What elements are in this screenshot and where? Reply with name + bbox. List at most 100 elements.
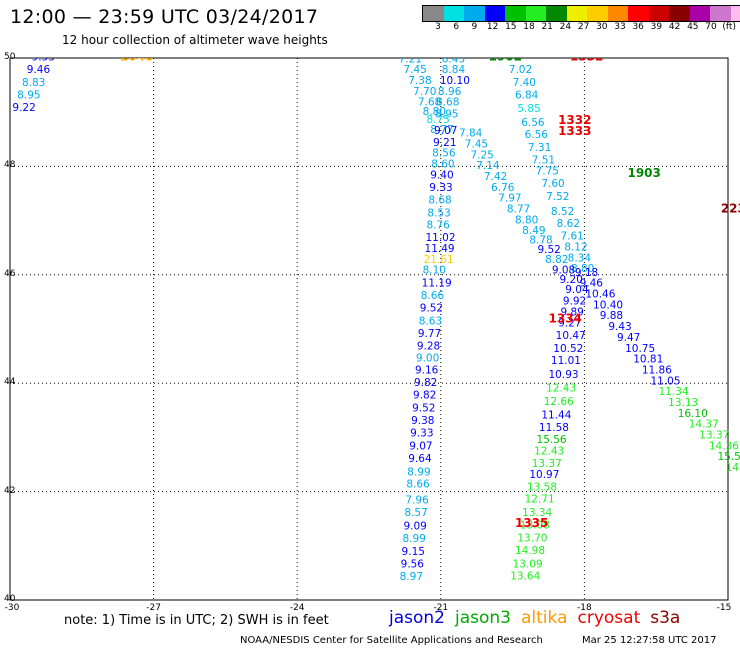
wave-height-value: 11.19 <box>422 278 452 290</box>
wave-height-value: 8.95 <box>17 90 40 102</box>
wave-height-value: 13.13 <box>668 397 698 409</box>
x-tick-label: -30 <box>4 603 20 613</box>
legend-entry-jason2: jason2 <box>389 608 445 628</box>
color-scale-label: 45 <box>687 22 699 32</box>
pass-time-label: 1332 <box>558 113 591 127</box>
wave-height-value: 7.38 <box>408 75 431 87</box>
y-tick-label: 40 <box>4 594 16 604</box>
color-swatch <box>566 6 587 21</box>
color-swatch <box>607 6 628 21</box>
wave-height-value: 14.36 <box>709 440 739 452</box>
wave-height-value: 13.64 <box>510 570 540 582</box>
credit-line: NOAA/NESDIS Center for Satellite Applica… <box>240 635 543 646</box>
wave-height-value: 9.82 <box>414 377 437 389</box>
wave-height-value: 9.52 <box>420 303 443 315</box>
wave-height-value: 9.53 <box>32 52 55 64</box>
wave-height-value: 11.49 <box>425 243 455 255</box>
wave-height-value: 14.00 <box>726 462 740 474</box>
color-swatch <box>730 6 740 21</box>
wave-height-value: 8.34 <box>568 252 592 264</box>
wave-height-value: 8.63 <box>419 316 442 328</box>
wave-height-value: 9.89 <box>560 306 583 318</box>
wave-height-value: 13.70 <box>517 532 547 544</box>
wave-height-value: 7.40 <box>513 77 536 89</box>
wave-height-value: 9.33 <box>429 182 452 194</box>
color-swatch <box>710 6 731 21</box>
wave-height-value: 7.45 <box>403 64 426 76</box>
color-swatch <box>587 6 608 21</box>
wave-height-value: 8.66 <box>406 478 430 490</box>
wave-height-value: 7.84 <box>459 128 483 140</box>
wave-height-value: 8.76 <box>426 220 450 232</box>
wave-height-value: 13.09 <box>513 558 543 570</box>
wave-height-value: 13.08 <box>520 519 550 531</box>
wave-height-value: 7.02 <box>509 64 532 76</box>
x-tick-label: -18 <box>577 603 592 613</box>
color-swatch <box>464 6 485 21</box>
wave-height-value: 12.66 <box>544 396 574 408</box>
color-swatch <box>423 6 444 21</box>
color-swatch <box>669 6 690 21</box>
wave-height-value: 11.05 <box>650 375 680 387</box>
wave-height-value: 10.40 <box>593 299 623 311</box>
wave-height-value: 7.45 <box>465 138 488 150</box>
color-scale-label: 12 <box>486 22 499 32</box>
pass-time-label: 2040 <box>120 50 153 64</box>
wave-height-value: 10.81 <box>633 354 663 366</box>
wave-height-value: 8.53 <box>427 207 450 219</box>
wave-height-value: 12.43 <box>534 446 564 458</box>
color-scale-label: 18 <box>523 22 535 32</box>
wave-height-value: 8.49 <box>522 225 545 237</box>
wave-height-value: 15.56 <box>537 434 567 446</box>
wave-height-value: 16.10 <box>678 408 708 420</box>
wave-height-value: 7.31 <box>528 142 551 154</box>
wave-height-value: 6.76 <box>491 182 515 194</box>
wave-height-value: 8.62 <box>557 218 580 230</box>
wave-height-value: 6.56 <box>525 129 549 141</box>
y-tick-label: 44 <box>4 377 16 388</box>
wave-height-value: 8.66 <box>421 290 445 302</box>
wave-height-value: 14.37 <box>689 419 719 431</box>
wave-height-value: 8.80 <box>515 214 538 226</box>
pass-time-label: 1902 <box>489 50 522 64</box>
wave-height-value: 7.75 <box>536 166 559 178</box>
color-scale-label: 6 <box>453 22 460 32</box>
wave-height-value: 7.42 <box>484 171 507 183</box>
wave-height-value: 8.12 <box>564 241 587 253</box>
color-swatch <box>443 6 464 21</box>
wave-height-value: 7.14 <box>476 160 500 172</box>
satellite-legend: jason2 jason3 altika cryosat s3a <box>389 608 690 628</box>
wave-height-value: 9.21 <box>433 137 456 149</box>
color-scale-label: 39 <box>650 22 663 32</box>
page-title: 12:00 — 23:59 UTC 03/24/2017 <box>10 6 319 28</box>
pass-time-label: 1335 <box>515 516 548 530</box>
plot-frame <box>9 57 729 601</box>
color-scale-labels: 3 6 9 12 15 18 21 24 27 30 33 36 39 42 45 70 (ft) <box>422 22 736 34</box>
color-swatch <box>546 6 567 21</box>
data-marks: 9.539.468.838.959.227.217.457.387.707.68… <box>12 52 740 583</box>
wave-height-value: 9.00 <box>416 353 439 365</box>
wave-height-value: 8.57 <box>404 507 427 519</box>
wave-height-value: 9.88 <box>600 310 623 322</box>
wave-height-value: 13.37 <box>699 429 729 441</box>
color-scale-label: 70 <box>705 22 717 32</box>
legend-entry-cryosat: cryosat <box>577 608 641 628</box>
wave-height-value: 8.10 <box>423 265 446 277</box>
color-scale-label: 42 <box>668 22 681 32</box>
wave-height-value: 8.77 <box>507 203 530 215</box>
wave-height-value: 10.47 <box>556 330 586 342</box>
color-scale-label: (ft) <box>722 22 736 32</box>
wave-height-value: 12.43 <box>546 382 576 394</box>
pass-time-label: 1903 <box>627 166 660 180</box>
wave-height-value: 9.33 <box>410 427 433 439</box>
wave-height-value: 8.83 <box>22 77 45 89</box>
color-swatch <box>628 6 649 21</box>
wave-height-value: 5.85 <box>517 103 540 115</box>
pass-time-label: 1334 <box>549 311 582 325</box>
wave-height-value: 8.97 <box>400 571 423 583</box>
wave-height-value: 9.46 <box>580 278 604 290</box>
wave-height-value: 8.78 <box>529 234 552 246</box>
wave-height-value: 8.75 <box>426 114 449 126</box>
wave-height-value: 11.58 <box>539 422 569 434</box>
legend-entry-jason3: jason3 <box>455 608 511 628</box>
